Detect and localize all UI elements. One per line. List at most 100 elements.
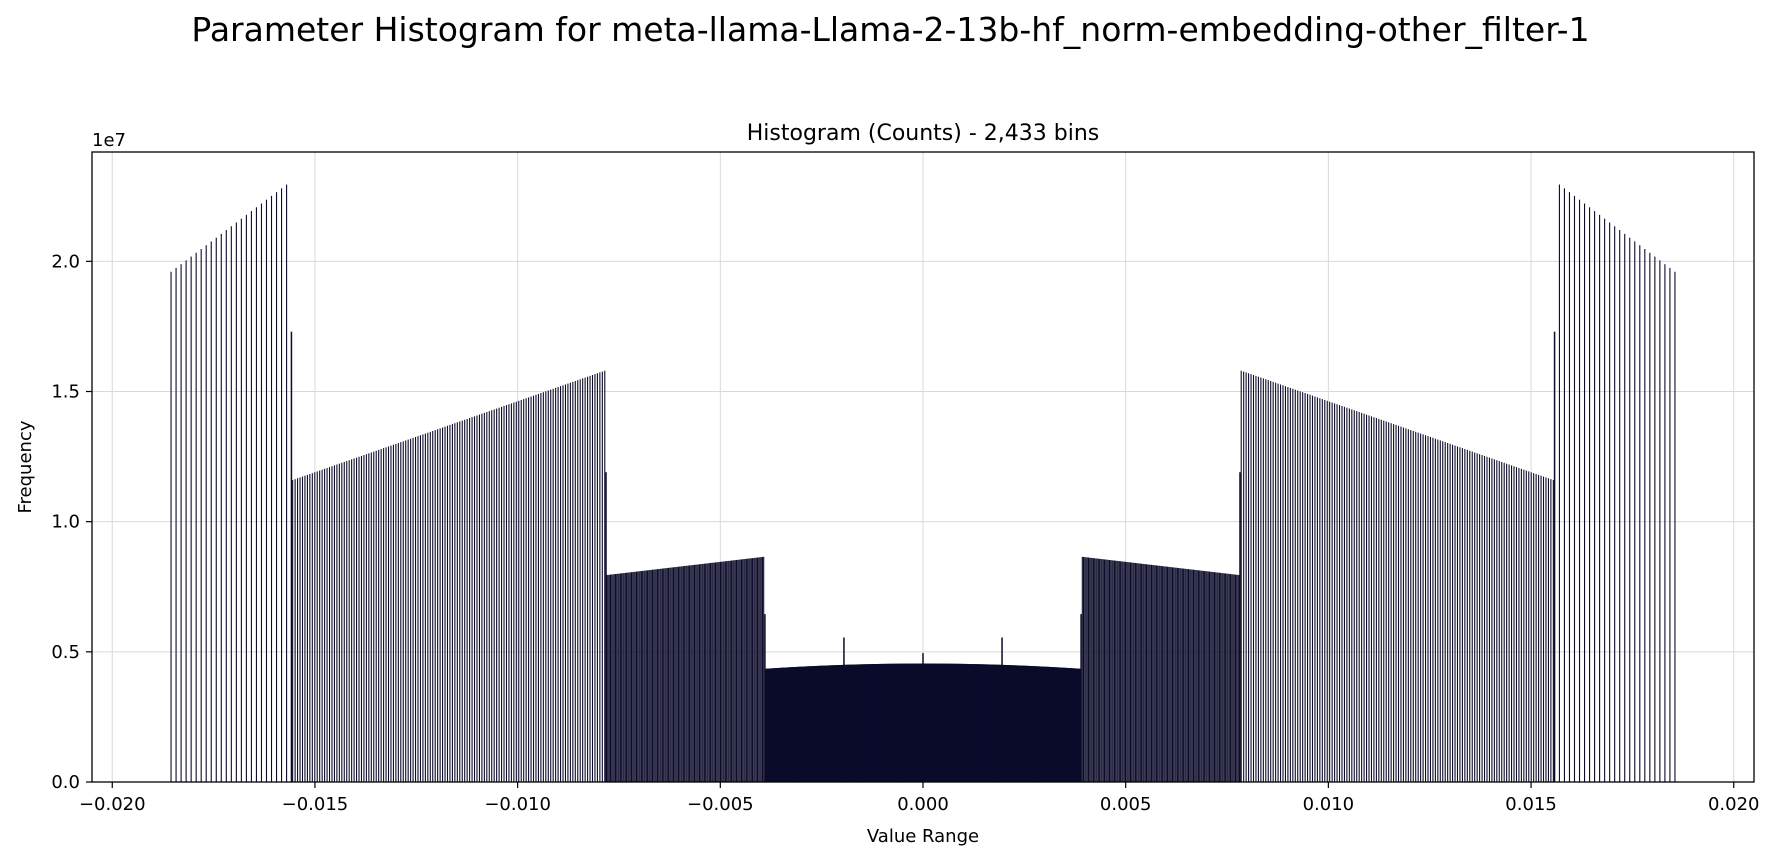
x-tick-label: −0.020 [79, 794, 146, 815]
histogram-bar [759, 557, 761, 782]
histogram-bar [767, 668, 769, 782]
histogram-bar [663, 568, 665, 782]
histogram-bar [983, 664, 985, 782]
histogram-bar [1050, 666, 1052, 782]
histogram-bar [793, 667, 795, 782]
histogram-bar [841, 664, 843, 782]
histogram-bar [901, 663, 903, 782]
histogram-bar [328, 467, 331, 782]
histogram-bar [1055, 667, 1057, 782]
histogram-bar [1121, 561, 1123, 782]
histogram-bar [1015, 665, 1017, 782]
histogram-bar [753, 557, 755, 782]
histogram-bar [1037, 666, 1040, 782]
histogram-bar [1444, 442, 1446, 782]
histogram-bar [1366, 414, 1368, 782]
histogram-bar [1038, 666, 1040, 782]
histogram-bar [989, 664, 991, 782]
histogram-bar [1316, 397, 1318, 782]
histogram-bar [933, 663, 935, 782]
histogram-bar [1292, 388, 1294, 782]
histogram-bar [1191, 569, 1193, 782]
histogram-bar [853, 664, 855, 782]
histogram-bar [811, 666, 814, 782]
histogram-bar [1461, 448, 1463, 782]
histogram-bar [385, 447, 387, 782]
histogram-bar [1520, 468, 1522, 782]
histogram-bar [851, 664, 853, 782]
histogram-bar [210, 241, 212, 782]
histogram-bar [1474, 452, 1476, 782]
histogram-bar [1309, 394, 1311, 782]
histogram-bar [1200, 570, 1202, 782]
histogram-bar [987, 664, 990, 782]
histogram-bar [810, 666, 812, 782]
histogram-bar [1169, 567, 1171, 782]
histogram-bar [1128, 562, 1130, 782]
histogram-bar [1094, 558, 1096, 782]
histogram-bar [397, 442, 399, 782]
histogram-bar [442, 427, 444, 782]
histogram-bar [1021, 665, 1024, 782]
histogram-bar [888, 663, 891, 782]
histogram-bar [697, 564, 699, 782]
histogram-bar [1061, 667, 1064, 782]
histogram-bar [1059, 667, 1061, 782]
histogram-bar [1302, 392, 1304, 782]
histogram-bar [943, 663, 945, 782]
histogram-bar [1132, 562, 1134, 782]
histogram-bar [811, 666, 813, 782]
histogram-bar [792, 667, 794, 782]
x-tick-label: −0.010 [484, 794, 551, 815]
histogram-bar [731, 560, 733, 782]
histogram-bar [1071, 668, 1073, 782]
histogram-bar [807, 666, 809, 782]
histogram-bar [535, 394, 537, 782]
histogram-bar [617, 573, 619, 782]
histogram-bar [373, 451, 375, 782]
histogram-bar [999, 664, 1001, 782]
histogram-bar [508, 404, 510, 782]
x-axis-label: Value Range [867, 826, 979, 847]
histogram-bar [946, 663, 948, 782]
histogram-bar [805, 666, 807, 782]
histogram-bar [1459, 447, 1461, 782]
histogram-bar [747, 558, 749, 782]
x-tick-label: 0.005 [1100, 794, 1152, 815]
histogram-bar [1006, 665, 1008, 782]
histogram-bar [997, 664, 1000, 782]
histogram-bar [608, 574, 610, 782]
histogram-bar [903, 663, 905, 782]
histogram-bar [1358, 412, 1360, 782]
histogram-bar [906, 663, 908, 782]
histogram-bar [1009, 665, 1011, 782]
histogram-bar [713, 562, 715, 782]
histogram-bar [1055, 667, 1057, 782]
histogram-bar [343, 461, 345, 782]
histogram-bar [1145, 564, 1148, 782]
histogram-bar [892, 663, 894, 782]
histogram-bar [626, 572, 628, 782]
histogram-bar [860, 664, 862, 782]
histogram-bar [1378, 418, 1380, 782]
histogram-bar [739, 559, 741, 782]
histogram-bar [825, 665, 827, 782]
histogram-bar [1563, 188, 1565, 782]
histogram-bar [680, 566, 682, 782]
histogram-bar [1154, 565, 1156, 782]
histogram-bar [547, 390, 549, 782]
histogram-bar [919, 663, 921, 782]
histogram-bar [992, 664, 995, 782]
histogram-bar [1099, 558, 1101, 782]
histogram-bar [915, 663, 918, 782]
histogram-bar [696, 564, 698, 782]
histogram-bar [987, 664, 989, 782]
histogram-bar [654, 569, 656, 782]
histogram-bar [817, 665, 819, 782]
histogram-bar [321, 469, 323, 782]
histogram-bar [363, 455, 365, 782]
histogram-bar [1420, 433, 1422, 782]
histogram-bar [1027, 665, 1029, 782]
histogram-bar [1535, 473, 1537, 782]
histogram-bar [446, 425, 449, 782]
